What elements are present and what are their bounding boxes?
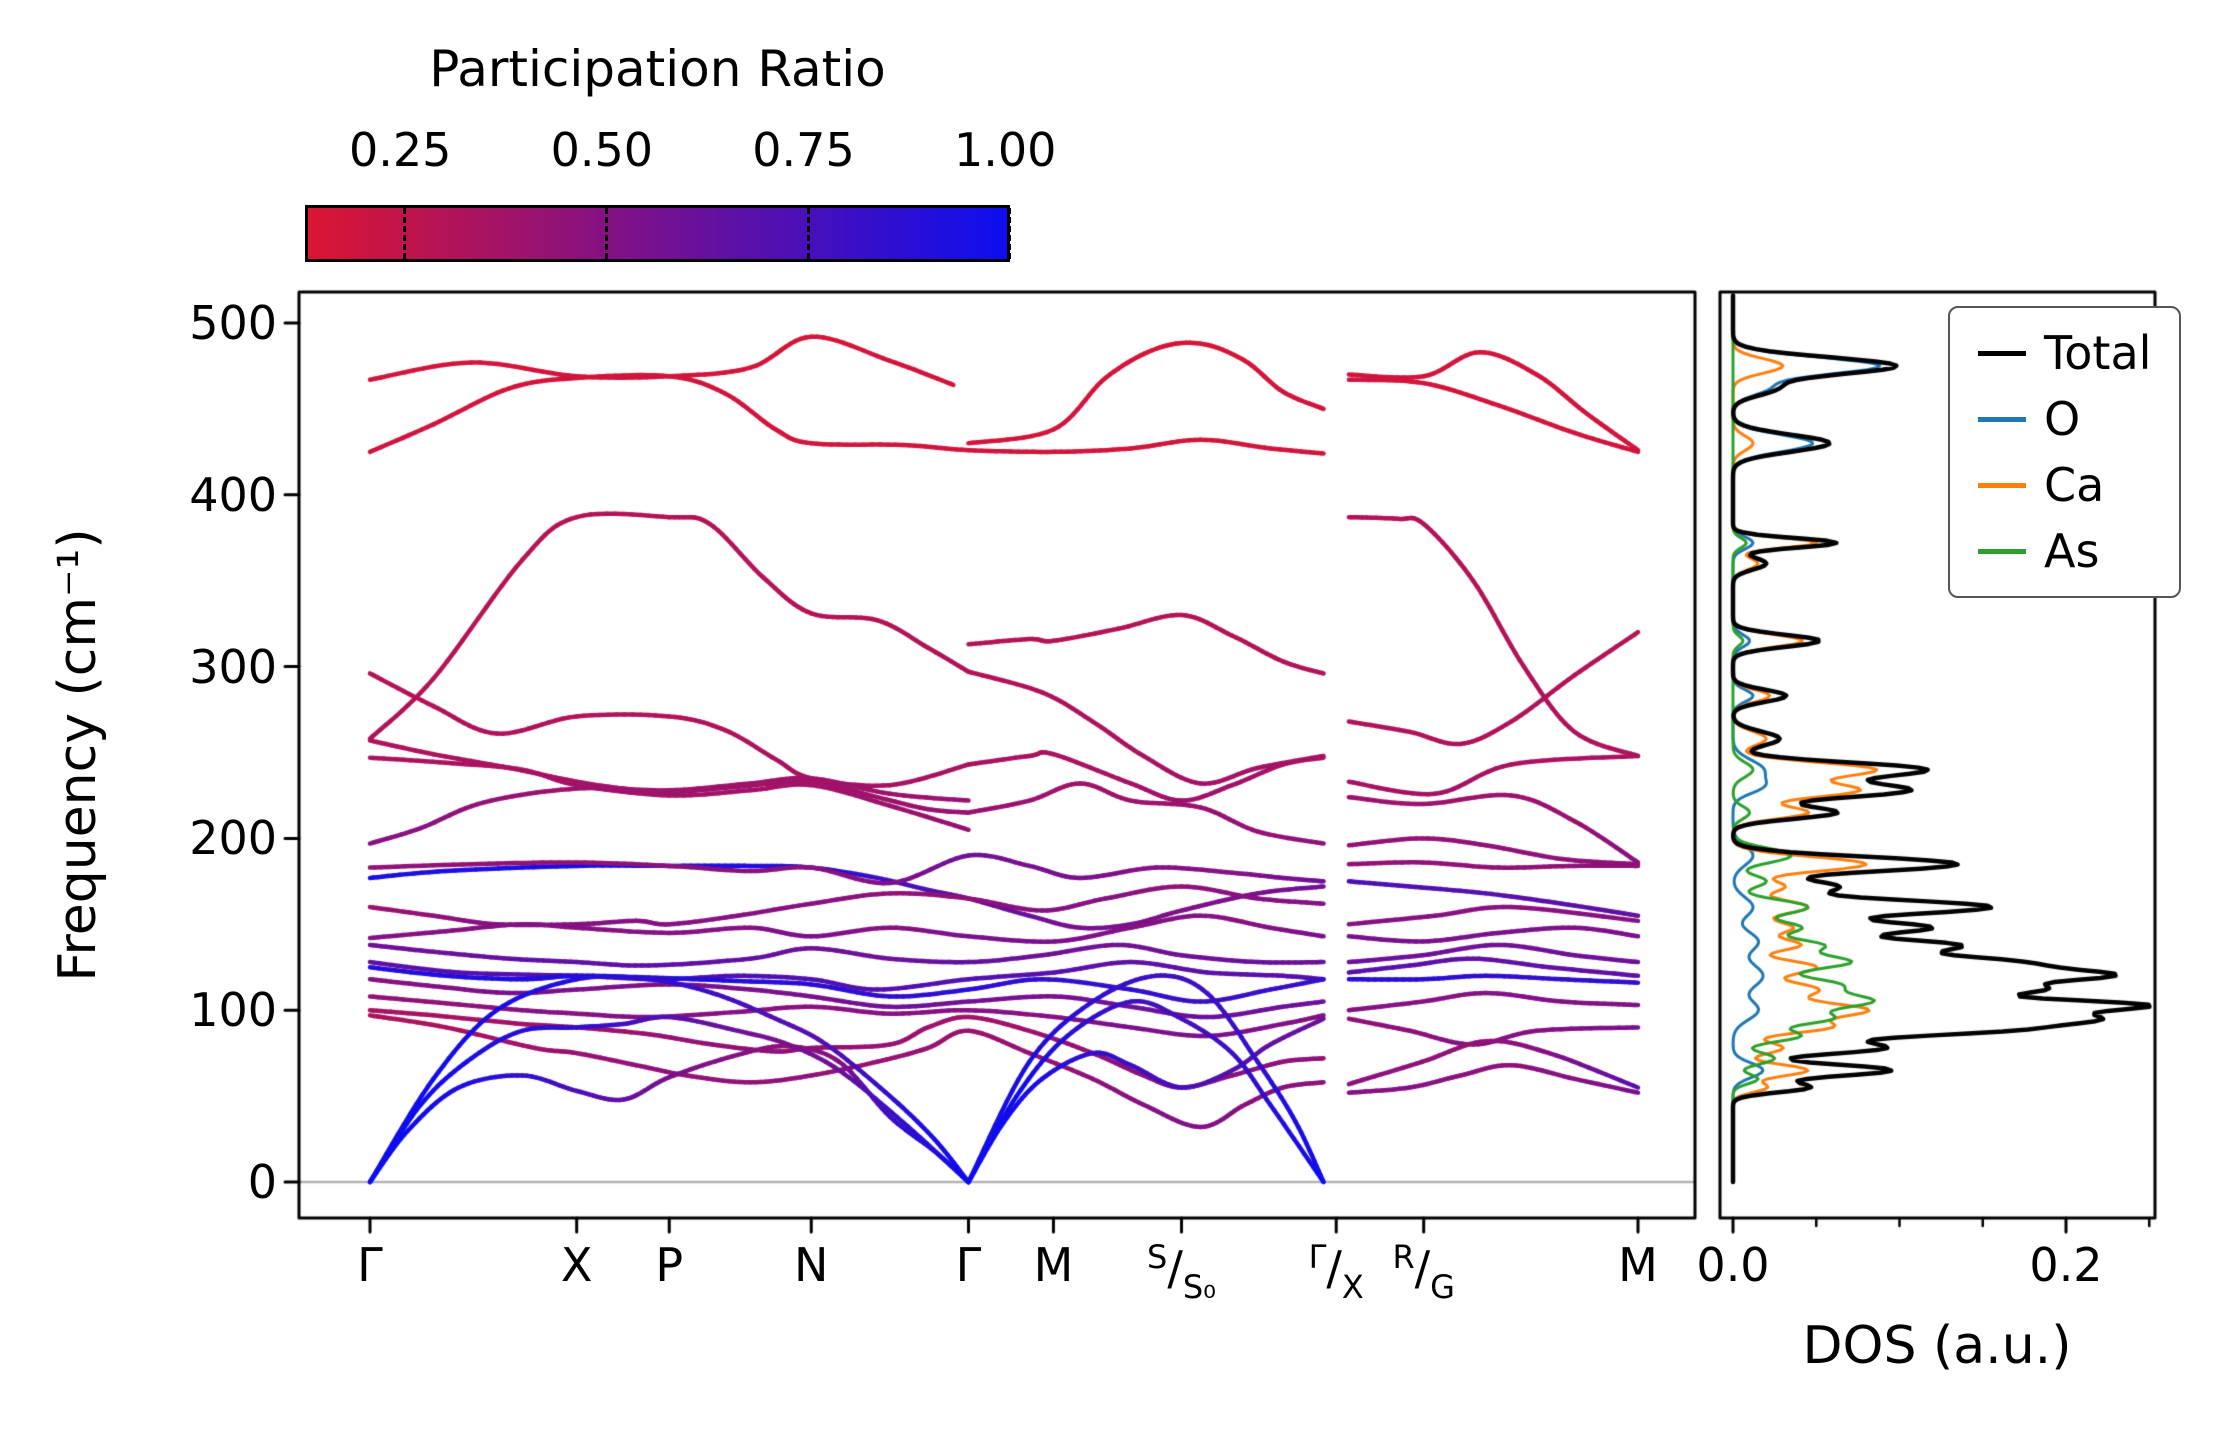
legend-label: O: [2044, 392, 2081, 446]
frequency-tick-label: 0: [247, 1155, 277, 1209]
colorbar-tick-mark: [604, 208, 608, 259]
frequency-tick-label: 100: [189, 983, 277, 1038]
colorbar-tick-mark: [806, 208, 810, 259]
kpoint-label: Γ: [955, 1238, 982, 1292]
legend-line-swatch: [1978, 350, 2026, 356]
legend-entry-total: Total: [1978, 326, 2151, 380]
kpoint-label: Γ: [357, 1238, 383, 1292]
kpoint-label: P: [655, 1238, 684, 1292]
dos-x-axis-label: DOS (a.u.): [1802, 1316, 2072, 1376]
frequency-tick-label: 300: [189, 639, 277, 694]
colorbar-tick-mark: [1008, 208, 1012, 259]
legend-label: Ca: [2044, 458, 2105, 512]
colorbar-tick-label: 0.50: [550, 123, 654, 177]
colorbar-title: Participation Ratio: [429, 40, 886, 98]
legend-entry-ca: Ca: [1978, 458, 2151, 512]
kpoint-label: Γ/X: [1308, 1238, 1364, 1306]
legend-line-swatch: [1978, 482, 2026, 488]
kpoint-label: S/S₀: [1147, 1238, 1216, 1306]
legend-entry-as: As: [1978, 524, 2151, 578]
colorbar-tick-label: 0.75: [752, 123, 855, 177]
kpoint-label: M: [1618, 1238, 1658, 1292]
colorbar-tick-label: 0.25: [348, 123, 452, 177]
frequency-tick-label: 500: [189, 296, 277, 350]
kpoint-label: X: [560, 1238, 593, 1292]
legend-label: Total: [2044, 326, 2152, 380]
colorbar-tick-mark: [403, 208, 407, 259]
kpoint-label: R/G: [1392, 1238, 1455, 1306]
legend-label: As: [2044, 524, 2100, 578]
legend-line-swatch: [1978, 548, 2026, 554]
kpoint-label: M: [1033, 1238, 1074, 1292]
dos-tick-label: 0.0: [1696, 1238, 1770, 1292]
colorbar-tick-label: 1.00: [953, 123, 1057, 177]
legend-line-swatch: [1978, 416, 2026, 422]
legend-entry-o: O: [1978, 392, 2151, 446]
colorbar-gradient: [305, 205, 1012, 262]
dos-legend: Total O Ca As: [1948, 306, 2182, 598]
y-axis-label: Frequency (cm⁻¹): [48, 528, 108, 982]
dos-tick-label: 0.2: [2029, 1238, 2103, 1292]
frequency-tick-label: 200: [189, 811, 277, 866]
frequency-tick-label: 400: [189, 467, 277, 522]
kpoint-label: N: [794, 1238, 829, 1292]
